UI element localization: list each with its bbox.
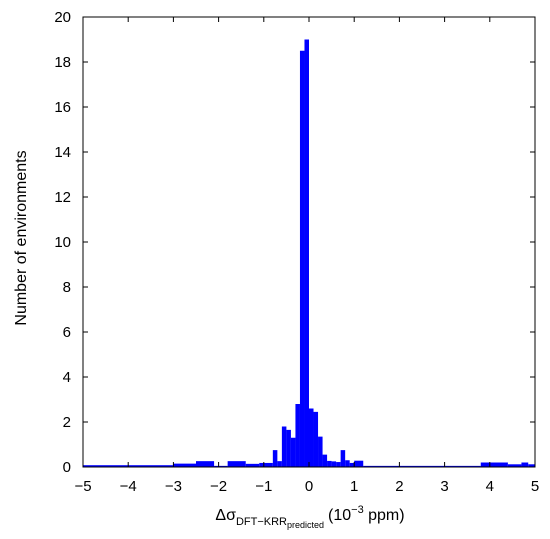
histogram-bar: [354, 460, 364, 467]
y-tick-label: 12: [54, 189, 71, 206]
y-tick-label: 18: [54, 54, 71, 71]
x-tick-label: 0: [305, 478, 313, 495]
histogram-bar: [227, 461, 246, 467]
x-tick-label: 1: [350, 478, 358, 495]
x-axis-label-exponent: −3: [351, 504, 364, 516]
histogram-bar: [528, 464, 535, 467]
axis-ticks: [82, 16, 536, 468]
x-tick-labels: −5 −4 −3 −2 −1 0 1 2 3 4 5: [74, 478, 539, 495]
y-tick-label: 20: [54, 9, 71, 26]
x-tick-label: −5: [74, 478, 91, 495]
histogram-bar: [507, 464, 522, 467]
y-axis-label: Number of environments: [13, 150, 30, 325]
histogram-bar: [521, 462, 529, 467]
histogram-bar: [196, 461, 215, 467]
x-axis-label-subsubscript: predicted: [287, 520, 324, 530]
histogram-bar: [318, 436, 323, 467]
x-axis-label-subscript: DFT−KRR: [236, 516, 287, 528]
histogram-bar: [286, 429, 291, 467]
histogram-bar: [340, 450, 346, 467]
y-tick-label: 10: [54, 234, 71, 251]
y-tick-label: 4: [63, 369, 71, 386]
histogram-bar: [345, 460, 350, 467]
histogram-bar: [480, 462, 508, 467]
histogram-bar: [259, 462, 273, 467]
histogram-bar: [299, 50, 305, 467]
histogram-bar: [363, 465, 481, 467]
x-tick-label: 3: [440, 478, 448, 495]
histogram-bar: [349, 462, 355, 467]
y-tick-labels: 0 2 4 6 8 10 12 14 16 18 20: [54, 9, 71, 476]
y-tick-label: 16: [54, 99, 71, 116]
histogram-bar: [214, 465, 228, 467]
y-tick-label: 0: [63, 459, 71, 476]
y-tick-label: 14: [54, 144, 71, 161]
histogram-bar: [336, 462, 341, 467]
histogram-bar: [309, 408, 314, 467]
histogram-bar: [173, 463, 196, 467]
x-tick-label: 4: [486, 478, 494, 495]
histogram-bar: [295, 404, 300, 467]
x-tick-label: −2: [210, 478, 227, 495]
histogram-bar: [272, 450, 278, 467]
histogram-bar: [281, 426, 287, 467]
histogram-bar: [245, 463, 260, 467]
histogram-bar: [331, 461, 337, 467]
x-tick-label: −4: [120, 478, 137, 495]
x-tick-label: 2: [395, 478, 403, 495]
x-tick-label: −3: [165, 478, 182, 495]
x-axis-label-base: Δσ: [215, 507, 236, 524]
histogram-bar: [290, 437, 296, 467]
histogram-bar: [327, 460, 332, 467]
histogram-bars: [83, 39, 535, 467]
x-axis-label-units-end: ppm): [364, 507, 405, 524]
x-axis-label: ΔσDFT−KRRpredicted (10−3 ppm): [215, 504, 404, 530]
histogram-bar: [304, 39, 309, 467]
histogram-bar: [313, 411, 319, 467]
histogram-bar: [322, 454, 328, 467]
x-axis-label-units: (10: [328, 507, 351, 524]
y-tick-label: 2: [63, 414, 71, 431]
y-tick-label: 8: [63, 279, 71, 296]
y-tick-label: 6: [63, 324, 71, 341]
x-tick-label: 5: [531, 478, 539, 495]
x-tick-label: −1: [255, 478, 272, 495]
histogram-bar: [277, 461, 282, 467]
